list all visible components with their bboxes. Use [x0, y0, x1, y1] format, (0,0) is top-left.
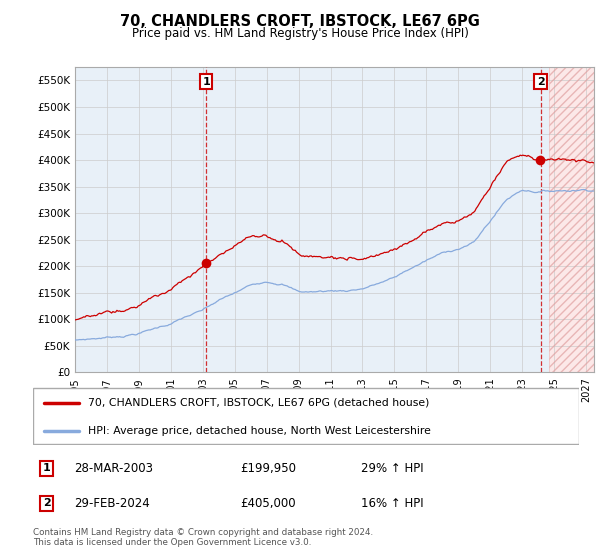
Text: 1: 1 [43, 464, 50, 473]
Text: 1: 1 [202, 77, 210, 87]
Text: 16% ↑ HPI: 16% ↑ HPI [361, 497, 423, 510]
Text: £199,950: £199,950 [241, 462, 296, 475]
Text: Price paid vs. HM Land Registry's House Price Index (HPI): Price paid vs. HM Land Registry's House … [131, 27, 469, 40]
Text: HPI: Average price, detached house, North West Leicestershire: HPI: Average price, detached house, Nort… [88, 426, 430, 436]
Text: 28-MAR-2003: 28-MAR-2003 [74, 462, 153, 475]
Bar [549, 67, 594, 372]
Text: Contains HM Land Registry data © Crown copyright and database right 2024.
This d: Contains HM Land Registry data © Crown c… [33, 528, 373, 547]
Text: £405,000: £405,000 [241, 497, 296, 510]
Text: 70, CHANDLERS CROFT, IBSTOCK, LE67 6PG: 70, CHANDLERS CROFT, IBSTOCK, LE67 6PG [120, 14, 480, 29]
Bar [549, 67, 594, 372]
Text: 70, CHANDLERS CROFT, IBSTOCK, LE67 6PG (detached house): 70, CHANDLERS CROFT, IBSTOCK, LE67 6PG (… [88, 398, 429, 408]
Text: 2: 2 [536, 77, 544, 87]
Text: 29% ↑ HPI: 29% ↑ HPI [361, 462, 423, 475]
Text: 29-FEB-2024: 29-FEB-2024 [74, 497, 150, 510]
Text: 2: 2 [43, 498, 50, 508]
FancyBboxPatch shape [33, 388, 579, 444]
